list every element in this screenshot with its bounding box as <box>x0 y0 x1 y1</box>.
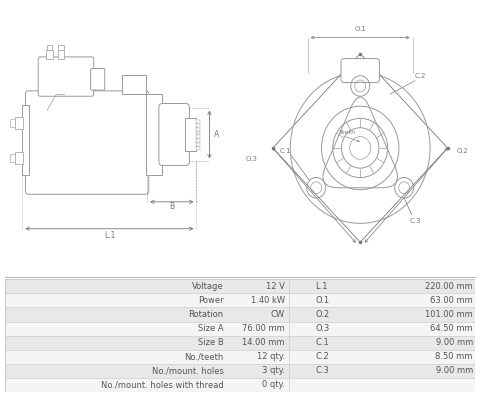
Text: A: A <box>214 130 219 139</box>
Bar <box>15 117 23 129</box>
Text: Teeth: Teeth <box>339 130 356 135</box>
Text: C.2: C.2 <box>315 352 329 361</box>
Text: CW: CW <box>271 310 285 319</box>
Text: C.1: C.1 <box>280 148 291 154</box>
Bar <box>196 147 200 150</box>
Bar <box>47 45 52 50</box>
Bar <box>58 50 64 59</box>
Bar <box>5 364 475 378</box>
Text: No./mount. holes with thread: No./mount. holes with thread <box>101 381 224 390</box>
Bar <box>196 124 200 127</box>
Text: 14.00 mm: 14.00 mm <box>242 338 285 347</box>
Text: 101.00 mm: 101.00 mm <box>425 310 473 319</box>
Text: 76.00 mm: 76.00 mm <box>242 324 285 333</box>
Text: 3 qty.: 3 qty. <box>262 366 285 375</box>
Text: 8.50 mm: 8.50 mm <box>435 352 473 361</box>
Text: 63.00 mm: 63.00 mm <box>430 296 473 305</box>
Bar <box>196 143 200 146</box>
FancyBboxPatch shape <box>38 57 94 96</box>
Text: O.1: O.1 <box>315 296 329 305</box>
Text: B: B <box>169 202 174 211</box>
Text: O.1: O.1 <box>354 26 366 32</box>
Text: 9.00 mm: 9.00 mm <box>435 338 473 347</box>
Text: L.1: L.1 <box>104 231 115 240</box>
FancyBboxPatch shape <box>91 69 105 90</box>
Text: 64.50 mm: 64.50 mm <box>430 324 473 333</box>
Text: Size B: Size B <box>198 338 224 347</box>
Text: 0 qty.: 0 qty. <box>262 381 285 390</box>
Bar <box>59 45 63 50</box>
Text: 1.40 kW: 1.40 kW <box>251 296 285 305</box>
Bar <box>185 118 196 150</box>
Text: O.3: O.3 <box>245 156 257 162</box>
Text: Voltage: Voltage <box>192 282 224 291</box>
Bar <box>5 378 475 392</box>
Bar <box>5 293 475 307</box>
Text: 12 V: 12 V <box>266 282 285 291</box>
Bar <box>5 307 475 322</box>
Text: C.1: C.1 <box>315 338 329 347</box>
Bar <box>23 105 29 175</box>
Text: 9.00 mm: 9.00 mm <box>435 366 473 375</box>
Bar <box>196 120 200 123</box>
Bar <box>196 131 200 135</box>
Bar <box>10 119 15 127</box>
Text: C.3: C.3 <box>409 218 420 224</box>
Text: No./mount. holes: No./mount. holes <box>152 366 224 375</box>
Text: Size A: Size A <box>198 324 224 333</box>
Text: O.2: O.2 <box>315 310 329 319</box>
Text: O.2: O.2 <box>456 148 468 154</box>
Bar <box>196 135 200 138</box>
Text: 12 qty.: 12 qty. <box>257 352 285 361</box>
Bar <box>5 322 475 335</box>
FancyBboxPatch shape <box>341 59 379 82</box>
Bar <box>46 50 52 59</box>
Bar <box>196 139 200 142</box>
Bar <box>196 128 200 131</box>
FancyBboxPatch shape <box>159 103 190 166</box>
Text: L.1: L.1 <box>315 282 328 291</box>
Bar <box>15 152 23 164</box>
Bar <box>122 75 146 94</box>
Text: C.3: C.3 <box>315 366 329 375</box>
Bar <box>10 154 15 162</box>
Bar <box>146 94 162 175</box>
Text: 220.00 mm: 220.00 mm <box>425 282 473 291</box>
Text: Power: Power <box>198 296 224 305</box>
Bar <box>5 350 475 364</box>
Text: O.3: O.3 <box>315 324 329 333</box>
Bar <box>5 335 475 350</box>
FancyBboxPatch shape <box>25 91 149 194</box>
Text: Rotation: Rotation <box>189 310 224 319</box>
Text: C.2: C.2 <box>415 73 426 79</box>
Bar <box>5 279 475 293</box>
Text: No./teeth: No./teeth <box>184 352 224 361</box>
